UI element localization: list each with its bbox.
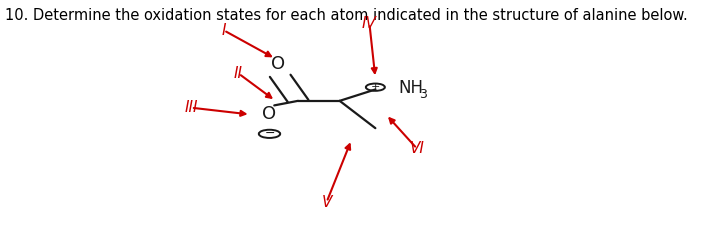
Text: II: II — [234, 66, 243, 81]
Text: O: O — [271, 55, 286, 74]
Text: O: O — [262, 106, 277, 123]
Text: 3: 3 — [419, 87, 427, 101]
Text: IV: IV — [362, 16, 377, 31]
Text: 10. Determine the oxidation states for each atom indicated in the structure of a: 10. Determine the oxidation states for e… — [6, 8, 688, 22]
Text: V: V — [322, 195, 332, 210]
Text: NH: NH — [398, 79, 423, 97]
Text: I: I — [221, 23, 226, 38]
Text: III: III — [184, 100, 198, 115]
Text: +: + — [371, 82, 380, 92]
Text: VI: VI — [409, 141, 424, 156]
Text: −: − — [264, 127, 275, 140]
